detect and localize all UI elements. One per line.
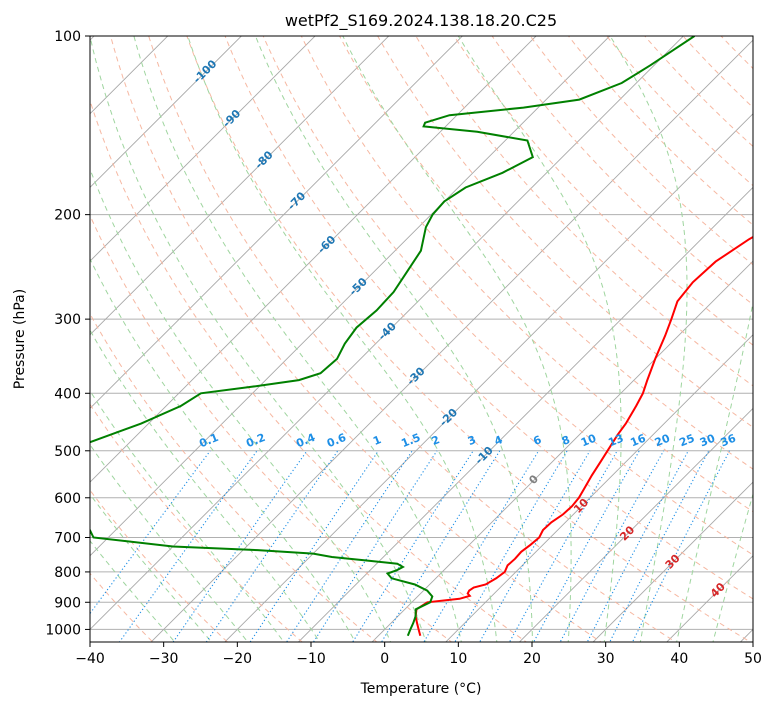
isotherm-line bbox=[592, 481, 753, 642]
series-lines bbox=[90, 36, 753, 637]
y-axis-label: Pressure (hPa) bbox=[12, 289, 28, 389]
mixing-ratio-label: 2 bbox=[430, 433, 442, 448]
x-tick-label: 40 bbox=[670, 651, 688, 667]
mixing-ratio-line bbox=[249, 450, 379, 642]
dry-adiabat-line bbox=[338, 36, 753, 470]
mixing-ratio-line bbox=[172, 450, 308, 642]
mixing-ratio-line bbox=[586, 450, 689, 642]
moist-adiabat-line bbox=[90, 36, 427, 642]
mixing-ratio-label: 36 bbox=[719, 432, 738, 450]
isotherm-line bbox=[90, 36, 243, 189]
dry-adiabat-line bbox=[453, 36, 753, 346]
dry-adiabat-line bbox=[110, 36, 602, 642]
moist-adiabat-line bbox=[90, 257, 356, 642]
x-tick-label: −40 bbox=[75, 651, 105, 667]
mixing-ratio-line bbox=[380, 450, 501, 642]
y-tick-label: 800 bbox=[54, 565, 81, 581]
dry-adiabat-line bbox=[415, 36, 753, 387]
dry-adiabat-line bbox=[186, 36, 752, 642]
x-tick-label: −10 bbox=[296, 651, 326, 667]
moist-adiabat-line bbox=[90, 493, 213, 642]
temperature-profile-line bbox=[414, 235, 753, 637]
x-tick-label: 30 bbox=[597, 651, 615, 667]
y-tick-label: 100 bbox=[54, 29, 81, 45]
plot-background bbox=[90, 36, 753, 642]
plot-frame bbox=[89, 35, 754, 643]
isotherm-line bbox=[90, 36, 316, 262]
mixing-ratio-line bbox=[352, 450, 474, 642]
mixing-ratio-label: 3 bbox=[466, 433, 478, 448]
moist-adiabat-line bbox=[457, 36, 622, 642]
isotherm-line bbox=[90, 36, 611, 557]
dry-adiabat-line bbox=[529, 36, 753, 266]
dry-adiabat-line bbox=[224, 36, 753, 600]
mixing-ratio-line bbox=[205, 450, 339, 642]
dry-adiabat-line bbox=[300, 36, 753, 513]
moist-adiabat-line bbox=[342, 36, 572, 642]
mixing-ratio-label: 16 bbox=[629, 432, 648, 450]
isotherm-line bbox=[224, 113, 753, 642]
moist-adiabat-line bbox=[90, 167, 392, 642]
moist-adiabat-line bbox=[133, 36, 462, 642]
axis-ticks: −40 −30 −20 −10 0 10 20 30 40 50 100 200 300 400 500 60… bbox=[45, 29, 762, 667]
isotherm-line bbox=[90, 36, 685, 631]
isotherm-line bbox=[371, 260, 753, 642]
isotherm-line bbox=[518, 407, 753, 642]
y-tick-label: 400 bbox=[54, 386, 81, 402]
x-tick-label: 0 bbox=[380, 651, 389, 667]
x-tick-label: 10 bbox=[449, 651, 467, 667]
mixing-ratio-label: 10 bbox=[579, 432, 598, 450]
isotherm-line bbox=[297, 186, 753, 642]
moist-adiabat-line bbox=[255, 36, 533, 642]
x-tick-label: 20 bbox=[523, 651, 541, 667]
dry-adiabat-line bbox=[90, 98, 528, 642]
y-tick-label: 300 bbox=[54, 312, 81, 328]
mixing-ratio-line bbox=[508, 450, 618, 642]
mixing-ratio-line bbox=[312, 450, 438, 642]
mixing-ratio-line bbox=[533, 450, 640, 642]
mixing-ratio-label: 13 bbox=[606, 432, 625, 450]
x-tick-label: 50 bbox=[744, 651, 762, 667]
y-tick-label: 500 bbox=[54, 444, 81, 460]
y-tick-label: 900 bbox=[54, 595, 81, 611]
mixing-ratio-label: 1 bbox=[371, 433, 383, 448]
x-tick-label: −30 bbox=[149, 651, 179, 667]
moist-adiabat-line bbox=[90, 540, 176, 642]
isotherm-line bbox=[90, 36, 464, 410]
isotherm-line bbox=[90, 36, 390, 336]
y-tick-label: 1000 bbox=[45, 622, 81, 638]
mixing-ratio-label: 20 bbox=[653, 432, 672, 450]
mixing-ratio-label: 25 bbox=[677, 432, 696, 450]
moist-adiabat-line bbox=[90, 443, 249, 642]
dry-adiabat-line bbox=[90, 214, 453, 642]
dry-adiabat-line bbox=[491, 36, 753, 306]
chart-title: wetPf2_S169.2024.138.18.20.C25 bbox=[285, 11, 557, 31]
mixing-ratio-line bbox=[286, 450, 413, 642]
y-tick-label: 700 bbox=[54, 531, 81, 547]
x-tick-label: −20 bbox=[223, 651, 253, 667]
x-axis-label: Temperature (°C) bbox=[360, 681, 482, 697]
mixing-ratio-label: 8 bbox=[560, 433, 572, 448]
dewpoint-profile-line bbox=[90, 36, 696, 637]
isotherm-line bbox=[445, 334, 753, 642]
y-tick-label: 600 bbox=[54, 491, 81, 507]
y-tick-label: 200 bbox=[54, 208, 81, 224]
mixing-ratio-label: 30 bbox=[698, 432, 717, 450]
mixing-ratio-line bbox=[479, 450, 591, 642]
moist-adiabat-line bbox=[90, 389, 285, 642]
